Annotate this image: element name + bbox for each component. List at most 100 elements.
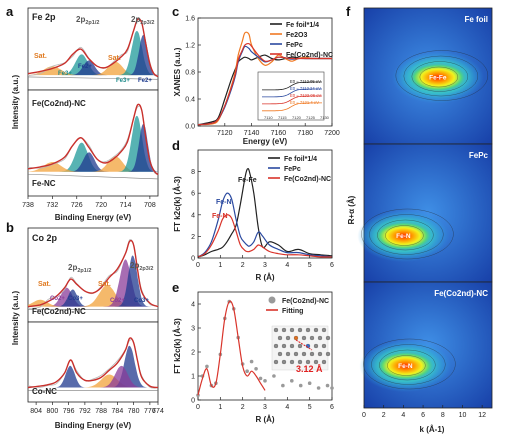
- atom-1: [281, 327, 287, 333]
- panel-label-c: c: [172, 4, 179, 19]
- atom-0: [273, 327, 279, 333]
- x-tick-label-e-1: 1: [218, 404, 222, 411]
- heatmap-title-1: FePc: [469, 151, 489, 160]
- fit-peak-b-0-2: [28, 285, 158, 307]
- panel-b-title: Co 2p: [32, 233, 58, 243]
- atom-22: [285, 351, 291, 357]
- atom-26: [317, 351, 323, 357]
- annot-a-fe2-2: Fe2+: [138, 78, 152, 84]
- x-tick-label-a-0: 738: [22, 202, 34, 209]
- y-tick-label-c-1: 0.4: [185, 97, 195, 104]
- series-line-d-0: [197, 168, 333, 258]
- annot-b-co3-2: Co3+: [134, 298, 149, 304]
- data-point-e-17: [281, 383, 285, 388]
- atom-31: [297, 359, 303, 365]
- panel-label-f: f: [346, 4, 351, 19]
- panel-label-b: b: [6, 220, 14, 235]
- heatmap-contour-1-2: [377, 219, 434, 251]
- panel-label-e: e: [172, 280, 179, 295]
- y-tick-label-d-2: 4: [191, 212, 195, 219]
- y-axis-label-d: FT k2c(k) (Å-3): [173, 176, 182, 232]
- x-axis-label-d: R (Å): [255, 273, 274, 282]
- x-tick-label-a-2: 726: [71, 202, 83, 209]
- annot-a-fe2-1: Fe2+: [78, 64, 92, 70]
- atom-23: [293, 351, 299, 357]
- annot-b-2p32: 2p2p3/2: [130, 261, 153, 272]
- data-point-e-15: [263, 379, 267, 383]
- annot-d-fefe: Fe-Fe: [238, 177, 257, 184]
- annot-a-sat2: Sat.: [108, 55, 121, 62]
- x-axis-label-f: k (Å-1): [420, 425, 445, 434]
- atom-30: [289, 359, 295, 365]
- heatmap-contour-0-3: [403, 55, 479, 97]
- inset-line-1: [261, 95, 322, 105]
- inset-line-3: [262, 81, 322, 91]
- atom-8: [285, 335, 291, 341]
- data-point-e-23: [330, 386, 334, 390]
- x-tick-label-a-1: 732: [47, 202, 59, 209]
- x-tick-label-d-2: 2: [241, 262, 245, 269]
- heatmap-peak-label-2: Fe-N: [398, 363, 413, 370]
- fit-peak-b-1-3: [28, 365, 158, 388]
- fit-peak-b-0-5: [28, 255, 158, 307]
- envelope-line-b-bottom: [27, 337, 159, 389]
- atom-2: [289, 327, 295, 333]
- atom-33: [313, 359, 319, 365]
- atom-3: [297, 327, 303, 333]
- y-tick-label-c-0: 0.0: [185, 124, 195, 131]
- annot-b-co2-1: Co2+: [50, 296, 65, 302]
- x-tick-label-b-8: 774: [152, 408, 164, 415]
- x-tick-label-f-0: 0: [362, 412, 366, 419]
- data-point-e-2: [205, 364, 209, 369]
- annot-b-sat2: Sat.: [98, 281, 111, 288]
- x-tick-label-f-1: 2: [382, 412, 386, 419]
- data-point-e-13: [254, 367, 258, 371]
- x-tick-label-b-1: 800: [47, 408, 59, 415]
- x-tick-label-a-4: 714: [120, 202, 132, 209]
- x-tick-label-f-3: 6: [421, 412, 425, 419]
- heatmap-contour-2-4: [363, 338, 456, 390]
- atom-18: [305, 343, 311, 349]
- heatmap-title-0: Fe foil: [464, 15, 488, 24]
- atom-19: [313, 343, 319, 349]
- heatmap-peak-1: [373, 221, 434, 251]
- atom-13: [325, 335, 331, 341]
- y-tick-label-d-3: 6: [191, 191, 195, 198]
- annot-b-co2-2: Co2+: [110, 298, 125, 304]
- x-tick-label-d-3: 3: [263, 262, 267, 269]
- x-axis-label-a: Binding Energy (eV): [55, 213, 132, 222]
- panel-a: Fe 2p 2p2p1/2 2p2p3/2 Sat. Sat. Fe3+ Fe2…: [11, 7, 159, 222]
- atom-4: [305, 327, 311, 333]
- legend-marker-e-0: [268, 296, 276, 304]
- atom-28: [273, 359, 279, 365]
- y-tick-label-e-1: 1: [191, 374, 195, 381]
- x-tick-label-e-4: 4: [285, 404, 289, 411]
- x-tick-label-b-4: 788: [95, 408, 107, 415]
- annot-b-2p12: 2p2p1/2: [68, 263, 91, 274]
- atom-15: [281, 343, 287, 349]
- x-tick-label-b-5: 784: [112, 408, 124, 415]
- panel-label-a: a: [6, 4, 14, 19]
- data-point-e-18: [290, 379, 294, 383]
- annot-b-sat1: Sat.: [38, 281, 51, 288]
- y-tick-label-d-1: 2: [191, 234, 195, 241]
- x-tick-label-d-4: 4: [285, 262, 289, 269]
- heatmap-contour-2-1: [387, 355, 426, 376]
- atom-34: [321, 359, 327, 365]
- legend-label-e-0: Fe(Co2nd)-NC: [282, 298, 329, 305]
- annot-d-fen-fepc: Fe-N: [216, 199, 232, 206]
- inset-line-0: [262, 102, 322, 112]
- panel-b: Co 2p 2p2p1/2 2p2p3/2 Sat. Sat. Co2+ Co3…: [11, 227, 164, 430]
- annot-a-2p12: 2p2p1/2: [76, 15, 99, 26]
- atom-21: [277, 351, 283, 357]
- legend-label-d-1: FePc: [284, 166, 301, 173]
- atom-9: [293, 335, 299, 341]
- legend-label-c-3: Fe(Co2nd)-NC: [286, 52, 333, 59]
- xanes-inset: E0 = 7121.4 eV E0 = 7122.06 eV E0 = 7112.2…: [261, 79, 330, 120]
- x-tick-label-d-5: 5: [308, 262, 312, 269]
- x-tick-label-d-0: 0: [196, 262, 200, 269]
- fit-peak-a-1-1: [28, 152, 158, 172]
- y-tick-label-d-4: 8: [191, 169, 195, 176]
